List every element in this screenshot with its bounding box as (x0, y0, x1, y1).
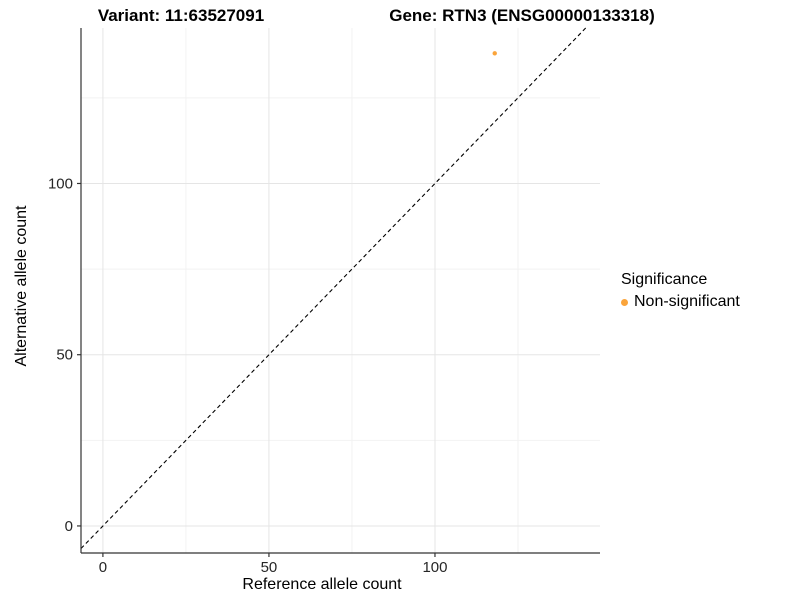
y-tick-label: 100 (48, 175, 73, 192)
y-tick-label: 0 (65, 518, 73, 535)
data-point (492, 51, 497, 56)
plot-title-variant: Variant: 11:63527091 (97, 6, 265, 25)
y-tick-label: 50 (56, 347, 73, 364)
x-tick-label: 50 (261, 559, 278, 576)
legend: Significance Non-significant (621, 270, 740, 311)
legend-item-label: Non-significant (634, 293, 740, 310)
legend-item-non-significant: Non-significant (621, 293, 740, 311)
legend-title: Significance (621, 271, 708, 288)
x-axis-label: Reference allele count (242, 576, 402, 593)
identity-dashed-line (80, 27, 587, 549)
x-tick-label: 0 (99, 559, 107, 576)
legend-point-icon (621, 298, 628, 306)
y-axis-label: Alternative allele count (13, 205, 30, 367)
plot-title-gene: Gene: RTN3 (ENSG00000133318) (389, 6, 655, 25)
x-tick-label: 100 (422, 559, 447, 576)
